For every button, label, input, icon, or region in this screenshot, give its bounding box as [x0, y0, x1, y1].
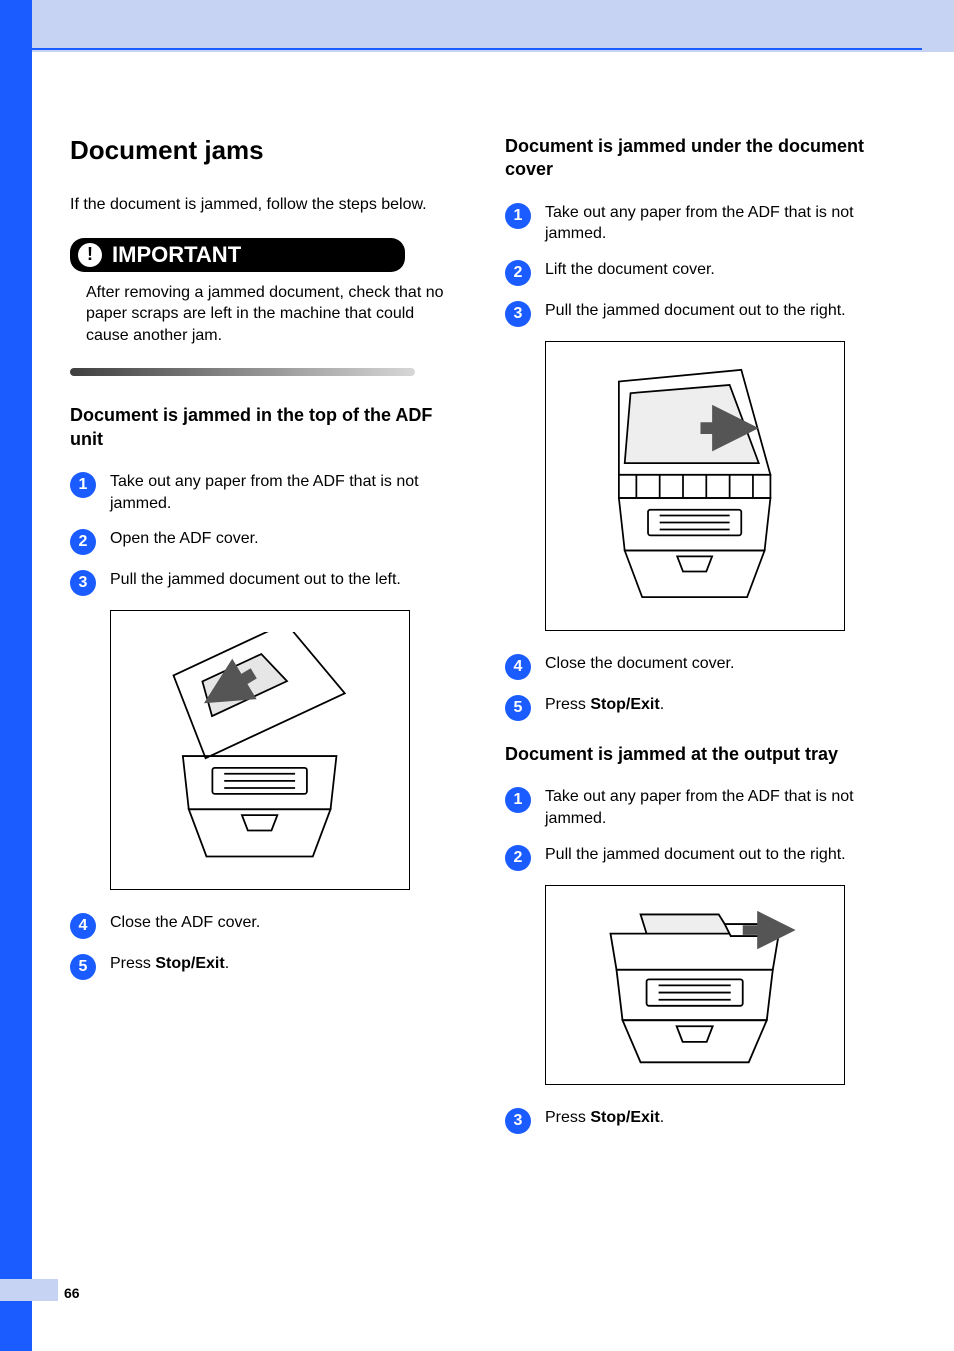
page-number-tab	[0, 1279, 58, 1301]
step-number-icon: 5	[70, 954, 96, 980]
step-row: 1 Take out any paper from the ADF that i…	[505, 786, 905, 829]
step-text: Lift the document cover.	[545, 259, 905, 281]
step-text: Close the ADF cover.	[110, 912, 470, 934]
step-suffix: .	[225, 955, 229, 972]
step-row: 3 Pull the jammed document out to the ri…	[505, 300, 905, 327]
step-text: Take out any paper from the ADF that is …	[545, 202, 905, 245]
printer-illustration	[133, 632, 386, 868]
figure-output-tray	[545, 885, 845, 1085]
page-content: Document jams If the document is jammed,…	[70, 135, 905, 1148]
step-bold: Stop/Exit	[590, 1109, 659, 1126]
step-number-icon: 4	[505, 654, 531, 680]
step-bold: Stop/Exit	[590, 696, 659, 713]
important-header: ! IMPORTANT	[70, 238, 405, 272]
step-row: 5 Press Stop/Exit.	[70, 953, 470, 980]
important-label: IMPORTANT	[112, 242, 241, 268]
step-number-icon: 5	[505, 695, 531, 721]
step-number-icon: 1	[505, 787, 531, 813]
step-number-icon: 1	[505, 203, 531, 229]
step-prefix: Press	[545, 1109, 590, 1126]
step-number-icon: 3	[70, 570, 96, 596]
step-number-icon: 2	[70, 529, 96, 555]
step-suffix: .	[660, 696, 664, 713]
subheading-adf-top: Document is jammed in the top of the ADF…	[70, 404, 470, 451]
step-number-icon: 3	[505, 1108, 531, 1134]
step-text: Press Stop/Exit.	[545, 1107, 905, 1129]
step-text: Press Stop/Exit.	[545, 694, 905, 716]
left-column: Document jams If the document is jammed,…	[70, 135, 470, 1148]
step-number-icon: 1	[70, 472, 96, 498]
step-row: 5 Press Stop/Exit.	[505, 694, 905, 721]
step-text: Take out any paper from the ADF that is …	[110, 471, 470, 514]
step-row: 4 Close the document cover.	[505, 653, 905, 680]
step-row: 3 Pull the jammed document out to the le…	[70, 569, 470, 596]
step-number-icon: 2	[505, 845, 531, 871]
intro-text: If the document is jammed, follow the st…	[70, 194, 470, 216]
step-text: Pull the jammed document out to the righ…	[545, 844, 905, 866]
step-text: Pull the jammed document out to the left…	[110, 569, 470, 591]
step-prefix: Press	[110, 955, 155, 972]
header-rule	[32, 48, 922, 50]
step-row: 2 Lift the document cover.	[505, 259, 905, 286]
printer-illustration	[568, 364, 821, 609]
exclamation-icon: !	[78, 243, 102, 267]
step-number-icon: 2	[505, 260, 531, 286]
step-row: 1 Take out any paper from the ADF that i…	[70, 471, 470, 514]
step-row: 3 Press Stop/Exit.	[505, 1107, 905, 1134]
page-number: 66	[64, 1285, 80, 1301]
step-text: Open the ADF cover.	[110, 528, 470, 550]
printer-illustration	[568, 900, 821, 1068]
right-column: Document is jammed under the document co…	[505, 135, 905, 1148]
step-text: Pull the jammed document out to the righ…	[545, 300, 905, 322]
step-suffix: .	[660, 1109, 664, 1126]
step-number-icon: 3	[505, 301, 531, 327]
figure-cover-open	[545, 341, 845, 631]
step-text: Press Stop/Exit.	[110, 953, 470, 975]
header-band	[0, 0, 954, 52]
step-row: 4 Close the ADF cover.	[70, 912, 470, 939]
step-prefix: Press	[545, 696, 590, 713]
step-row: 2 Open the ADF cover.	[70, 528, 470, 555]
subheading-output-tray: Document is jammed at the output tray	[505, 743, 905, 766]
step-row: 2 Pull the jammed document out to the ri…	[505, 844, 905, 871]
important-body: After removing a jammed document, check …	[70, 272, 470, 361]
step-bold: Stop/Exit	[155, 955, 224, 972]
figure-adf-open	[110, 610, 410, 890]
step-text: Take out any paper from the ADF that is …	[545, 786, 905, 829]
gradient-divider	[70, 368, 415, 376]
step-row: 1 Take out any paper from the ADF that i…	[505, 202, 905, 245]
section-title: Document jams	[70, 135, 470, 166]
step-number-icon: 4	[70, 913, 96, 939]
important-callout: ! IMPORTANT After removing a jammed docu…	[70, 238, 470, 361]
step-text: Close the document cover.	[545, 653, 905, 675]
left-tab-band	[0, 0, 32, 1351]
subheading-doc-cover: Document is jammed under the document co…	[505, 135, 905, 182]
